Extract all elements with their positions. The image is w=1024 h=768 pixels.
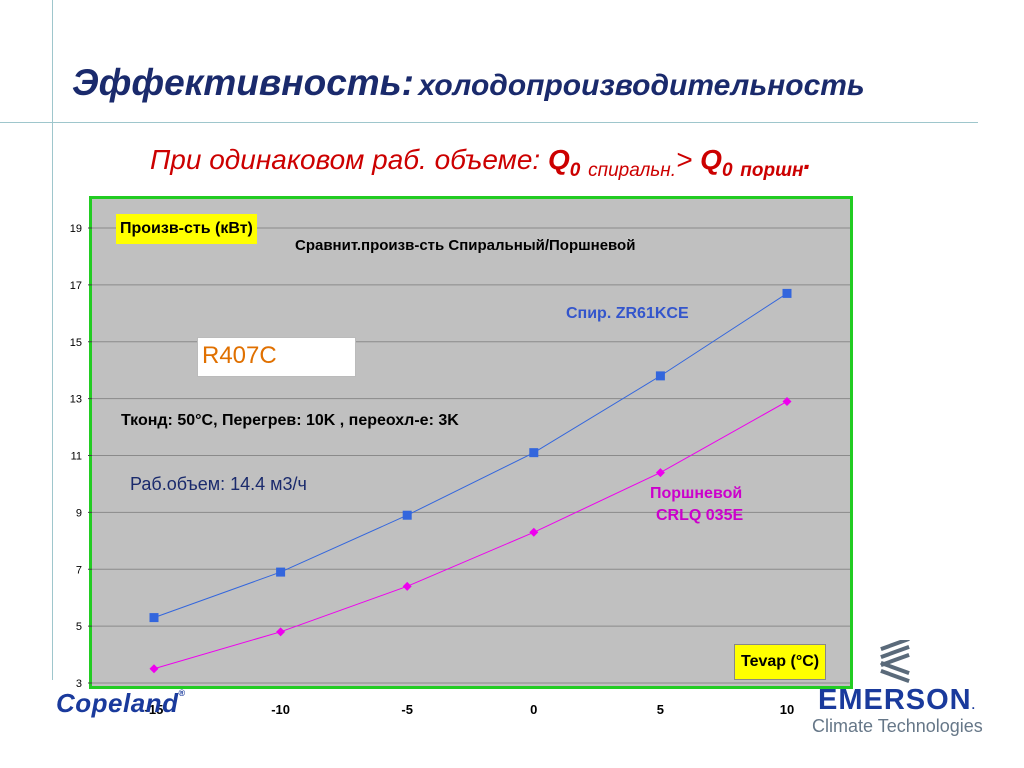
subtitle-q1-label: спиральн: [588, 160, 671, 181]
y-tick-label: 7: [76, 564, 82, 576]
subtitle-q1-sub: 0: [569, 160, 581, 181]
chart-title: Сравнит.произв-сть Спиральный/Поршневой: [295, 237, 636, 254]
y-tick-label: 11: [71, 451, 82, 463]
subtitle-gt: >: [676, 144, 693, 175]
series-label-spiral: Спир. ZR61KCE: [566, 305, 689, 322]
copeland-logo-reg: ®: [178, 688, 186, 698]
x-tick-label: 10: [780, 702, 794, 717]
data-point-diamond: [782, 396, 792, 406]
data-point-square: [149, 613, 159, 623]
series-label-piston-line1: Поршневой: [650, 485, 743, 502]
x-tick-label: -5: [401, 702, 413, 717]
data-point-diamond: [529, 527, 539, 537]
data-point-square: [402, 510, 412, 520]
y-tick-label: 17: [70, 280, 82, 292]
y-tick-label: 5: [76, 621, 82, 633]
copeland-logo-text: Copeland: [56, 688, 179, 718]
series-line-0: [153, 292, 788, 619]
emerson-logo-subtitle: Climate Technologies: [812, 716, 983, 736]
subtitle-q2-dot: .: [803, 144, 812, 175]
decor-horizontal-line: [0, 122, 978, 123]
copeland-logo: Copeland®: [56, 688, 186, 719]
series-label-piston-line2: CRLQ 035E: [656, 507, 744, 524]
slide-title-rest: холодопроизводительность: [418, 69, 865, 102]
x-tick-label: -15: [145, 702, 164, 717]
data-point-diamond: [655, 468, 665, 478]
slide-subtitle: При одинаковом раб. объеме: Q0 спиральн.…: [150, 144, 812, 181]
y-tick-label: 9: [76, 507, 82, 519]
decor-vertical-line: [52, 0, 53, 680]
x-tick-label: 5: [657, 702, 664, 717]
chart-plot-frame: [89, 196, 853, 689]
y-tick-label: 13: [70, 394, 82, 406]
slide-title: Эффективность: холодопроизводительность: [72, 62, 865, 104]
slide-title-main: Эффективность:: [72, 62, 414, 103]
data-point-square: [529, 448, 539, 458]
data-point-square: [655, 371, 665, 381]
data-point-square: [782, 288, 792, 298]
subtitle-q1-dot: .: [670, 160, 677, 181]
chart-y-axis-label: Произв-сть (кВт): [116, 214, 257, 244]
subtitle-lead: При одинаковом раб. объеме:: [150, 144, 541, 175]
refrigerant-box: R407C: [197, 337, 356, 377]
subtitle-q2-sub: 0: [721, 160, 733, 181]
conditions-note: Тконд: 50°C, Перегрев: 10K , переохл-е: …: [121, 412, 459, 429]
x-tick-label: 0: [530, 702, 537, 717]
series-line-1: [153, 401, 788, 670]
data-point-diamond: [402, 581, 412, 591]
chart-x-axis-label: Tevap (°C): [734, 644, 827, 680]
y-tick-label: 3: [76, 678, 82, 690]
y-tick-label: 15: [70, 337, 82, 349]
emerson-logo-word: EMERSON: [818, 684, 972, 716]
data-point-diamond: [149, 664, 159, 674]
emerson-logo-icon: [880, 640, 910, 684]
refrigerant-label: R407C: [202, 342, 277, 369]
x-tick-label: -10: [271, 702, 290, 717]
y-tick-label: 19: [70, 223, 82, 235]
subtitle-q2: Q: [700, 144, 722, 175]
emerson-logo-text: EMERSON.: [818, 684, 976, 717]
emerson-logo-dot: .: [971, 698, 976, 712]
data-point-square: [276, 567, 286, 577]
subtitle-q1: Q: [547, 144, 570, 175]
series-label-piston: Поршневой CRLQ 035E: [650, 483, 743, 527]
subtitle-q2-label: поршн: [740, 160, 804, 181]
data-point-diamond: [276, 627, 286, 637]
displacement-note: Раб.объем: 14.4 м3/ч: [130, 474, 307, 494]
